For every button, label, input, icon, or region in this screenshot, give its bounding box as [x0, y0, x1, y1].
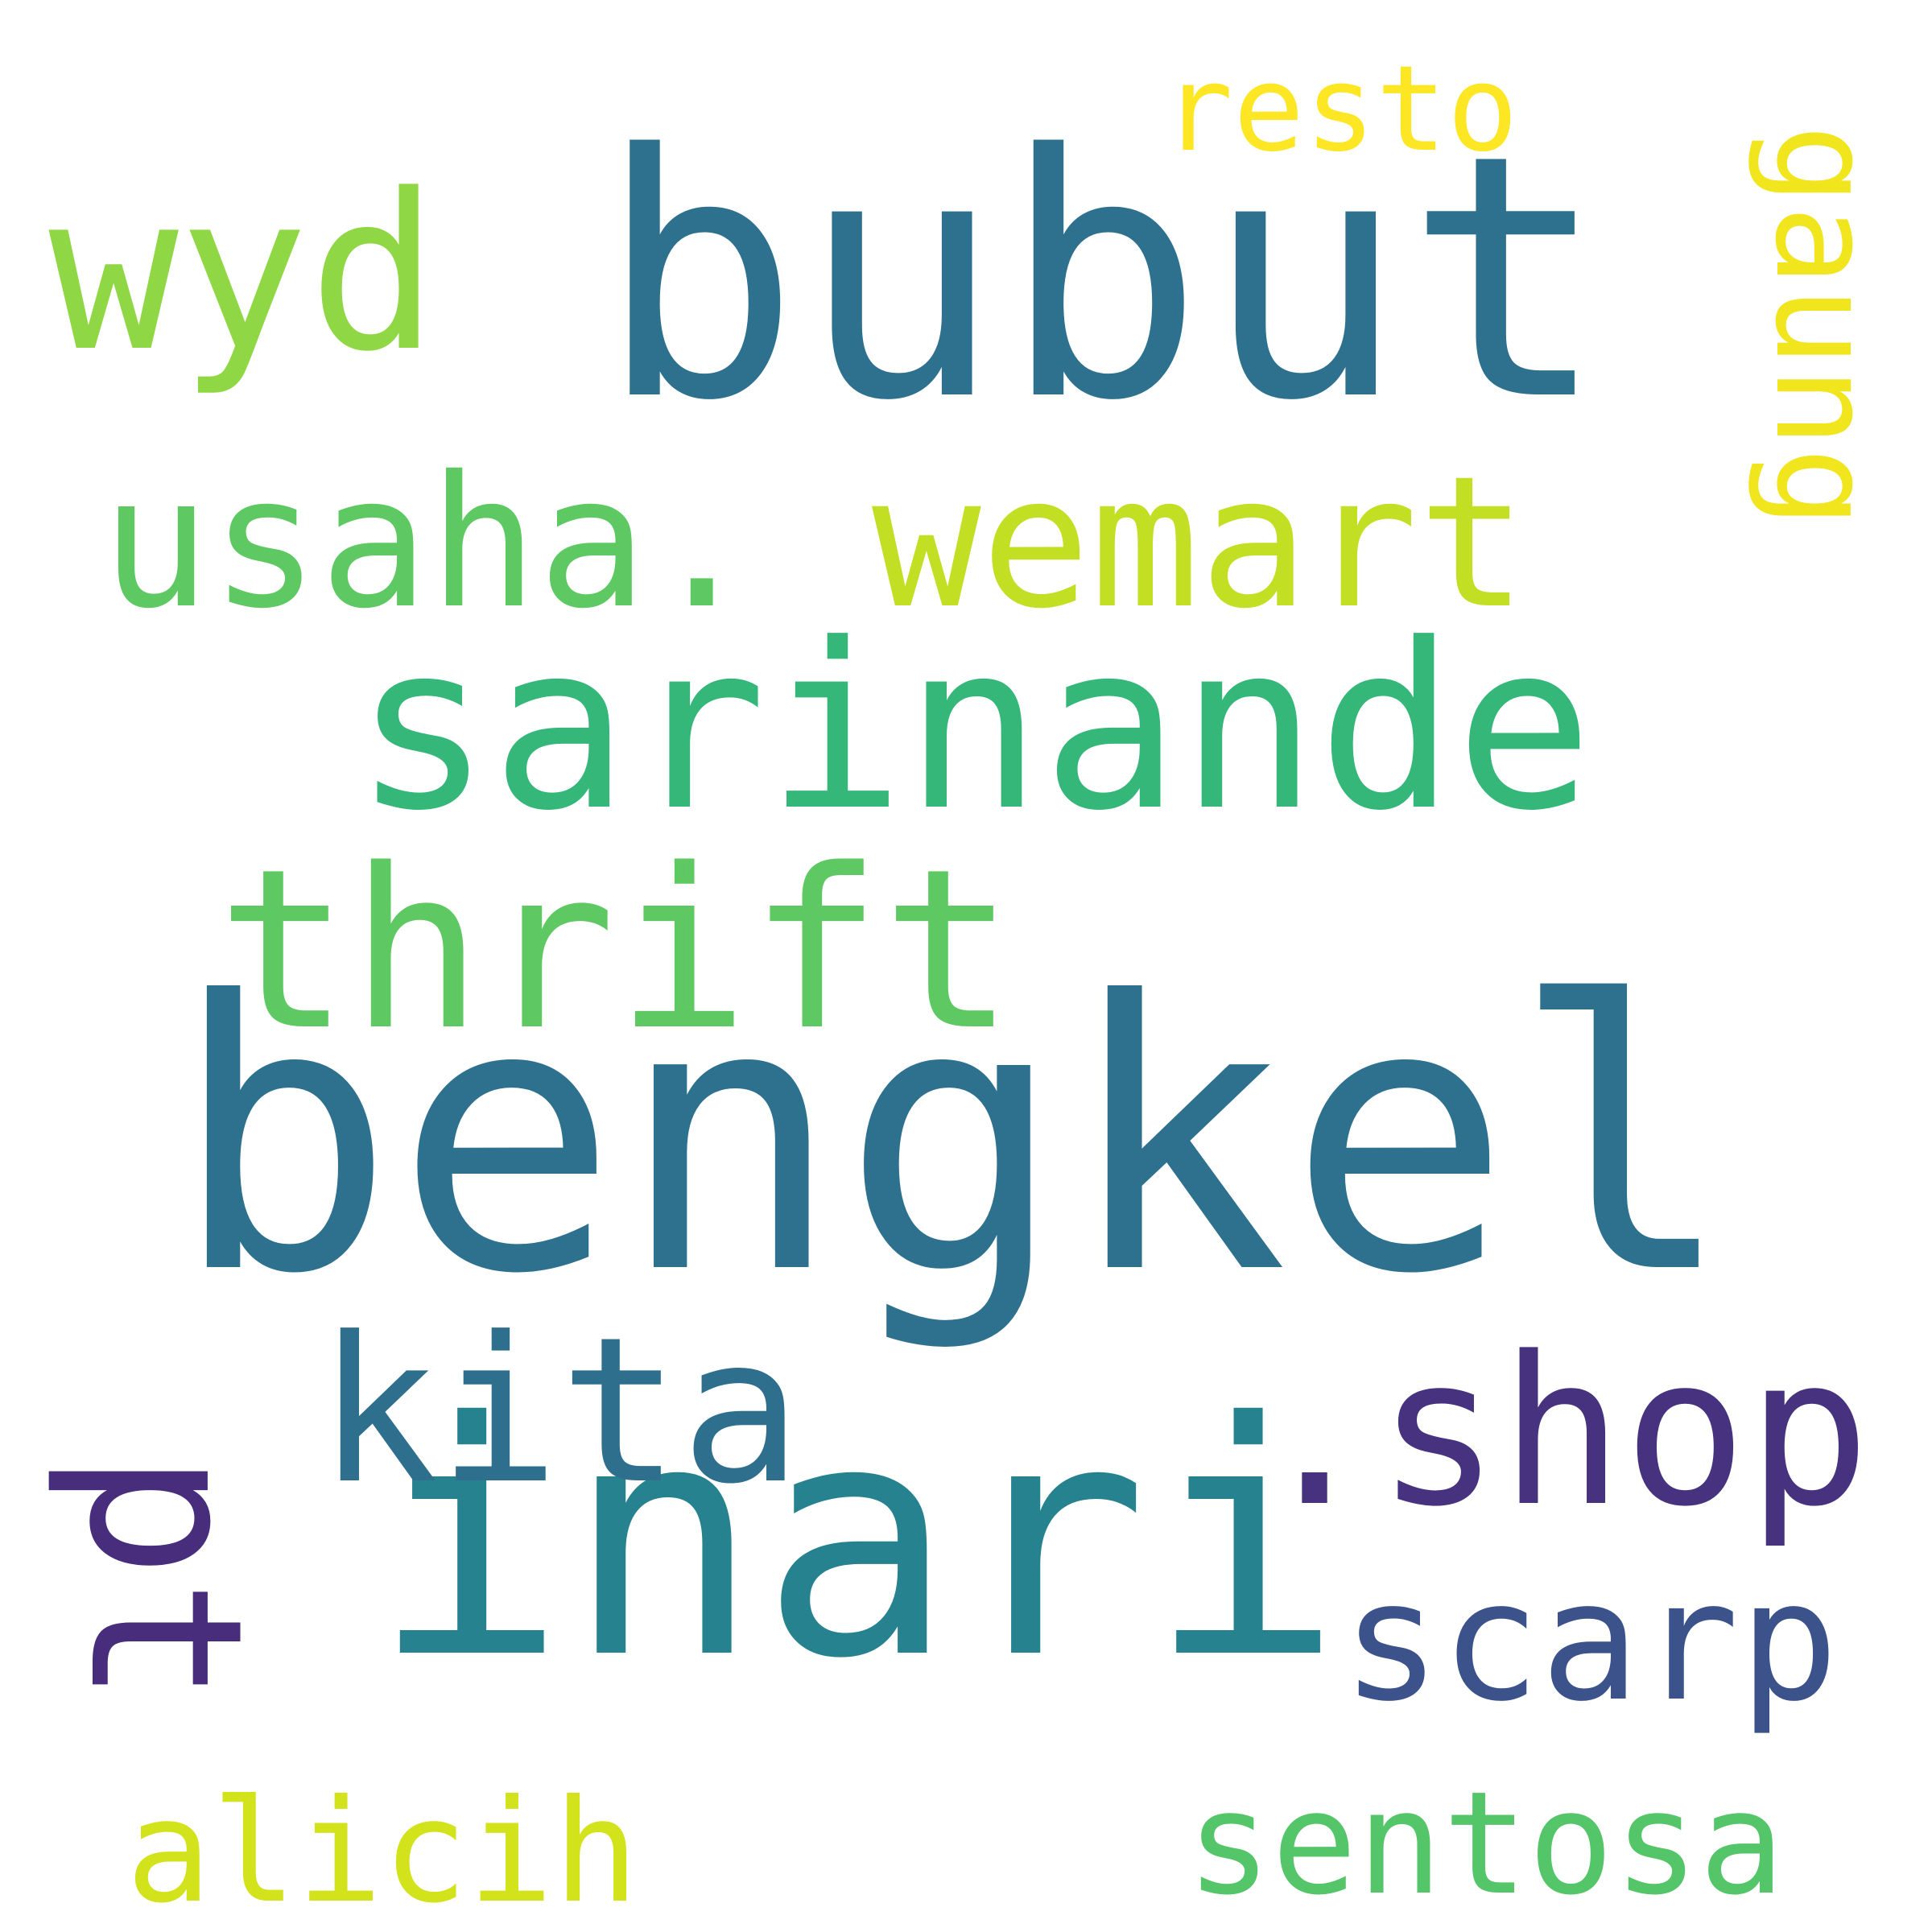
word-usaha: usaha. — [101, 437, 757, 649]
word-kita: kita — [317, 1293, 802, 1528]
word-wyd: wyd — [48, 148, 439, 399]
word-resto: resto — [1162, 39, 1519, 178]
word-alicih: alicih — [126, 1769, 639, 1932]
word-bubut: bubut — [598, 84, 1608, 474]
word-scarp: scarp — [1341, 1546, 1839, 1738]
word-pt: pt — [42, 1451, 288, 1705]
word-inari: inari — [372, 1354, 1343, 1729]
word-bengkel: bengkel — [171, 922, 1735, 1355]
word-thrift: thrift — [217, 821, 1015, 1079]
word-sentosa: sentosa — [1186, 1761, 1785, 1926]
word-shop: .shop — [1253, 1312, 1871, 1552]
word-gaung: gaung — [1745, 124, 1902, 528]
word-wemart: wemart — [872, 437, 1528, 649]
word-sarinande: sarinande — [353, 595, 1593, 861]
